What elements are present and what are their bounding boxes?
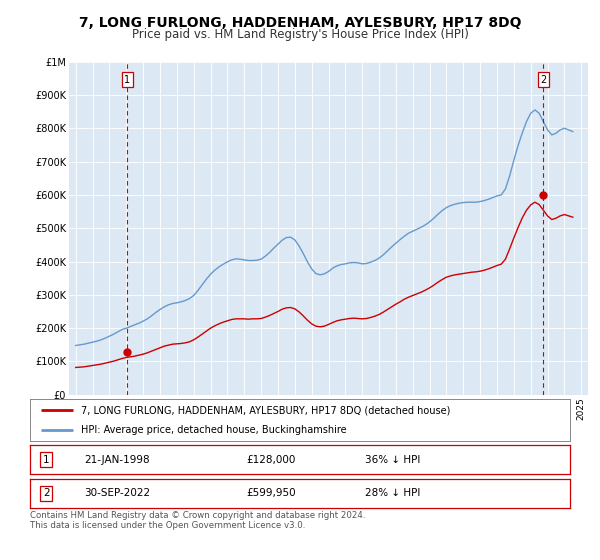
Text: 1: 1 bbox=[43, 455, 50, 465]
Text: 7, LONG FURLONG, HADDENHAM, AYLESBURY, HP17 8DQ: 7, LONG FURLONG, HADDENHAM, AYLESBURY, H… bbox=[79, 16, 521, 30]
Text: Contains HM Land Registry data © Crown copyright and database right 2024.
This d: Contains HM Land Registry data © Crown c… bbox=[30, 511, 365, 530]
Text: Price paid vs. HM Land Registry's House Price Index (HPI): Price paid vs. HM Land Registry's House … bbox=[131, 28, 469, 41]
Text: HPI: Average price, detached house, Buckinghamshire: HPI: Average price, detached house, Buck… bbox=[82, 425, 347, 435]
Text: 2: 2 bbox=[540, 75, 547, 85]
Text: 28% ↓ HPI: 28% ↓ HPI bbox=[365, 488, 420, 498]
Text: 7, LONG FURLONG, HADDENHAM, AYLESBURY, HP17 8DQ (detached house): 7, LONG FURLONG, HADDENHAM, AYLESBURY, H… bbox=[82, 405, 451, 416]
Text: £128,000: £128,000 bbox=[246, 455, 295, 465]
Text: 1: 1 bbox=[124, 75, 130, 85]
Text: 36% ↓ HPI: 36% ↓ HPI bbox=[365, 455, 420, 465]
Text: 21-JAN-1998: 21-JAN-1998 bbox=[84, 455, 149, 465]
Text: 2: 2 bbox=[43, 488, 50, 498]
Text: 30-SEP-2022: 30-SEP-2022 bbox=[84, 488, 150, 498]
Text: £599,950: £599,950 bbox=[246, 488, 296, 498]
